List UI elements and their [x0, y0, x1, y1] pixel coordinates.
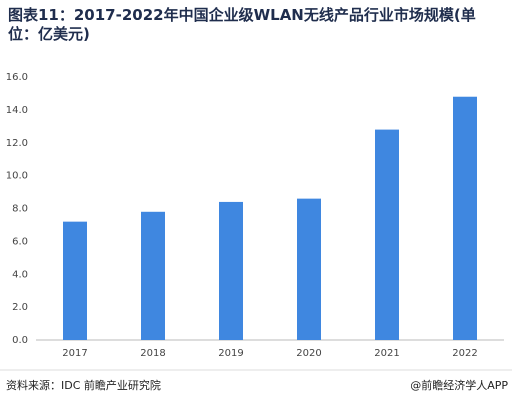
x-tick-label: 2019 [218, 348, 243, 359]
y-tick-label: 10.0 [6, 171, 28, 182]
y-tick-label: 12.0 [6, 138, 28, 149]
y-tick-label: 2.0 [12, 302, 28, 313]
x-tick-label: 2018 [140, 348, 165, 359]
bar [219, 201, 243, 340]
x-tick-label: 2021 [374, 348, 399, 359]
x-tick-label: 2022 [452, 348, 477, 359]
x-tick-label: 2017 [62, 348, 87, 359]
credit: @前瞻经济学人APP [410, 378, 508, 392]
y-tick-label: 14.0 [6, 105, 28, 116]
chart-title: 图表11：2017-2022年中国企业级WLAN无线产品行业市场规模(单位：亿美… [8, 6, 476, 43]
bar [453, 96, 477, 340]
y-tick-label: 4.0 [12, 269, 28, 280]
y-tick-label: 0.0 [12, 335, 28, 346]
y-tick-label: 16.0 [6, 72, 28, 83]
y-tick-label: 8.0 [12, 204, 28, 215]
source: 资料来源：IDC 前瞻产业研究院 [6, 378, 161, 392]
x-tick-label: 2020 [296, 348, 321, 359]
bar [375, 129, 399, 340]
bar [63, 221, 87, 340]
bar [297, 198, 321, 340]
y-tick-label: 6.0 [12, 236, 28, 247]
bar [141, 211, 165, 340]
